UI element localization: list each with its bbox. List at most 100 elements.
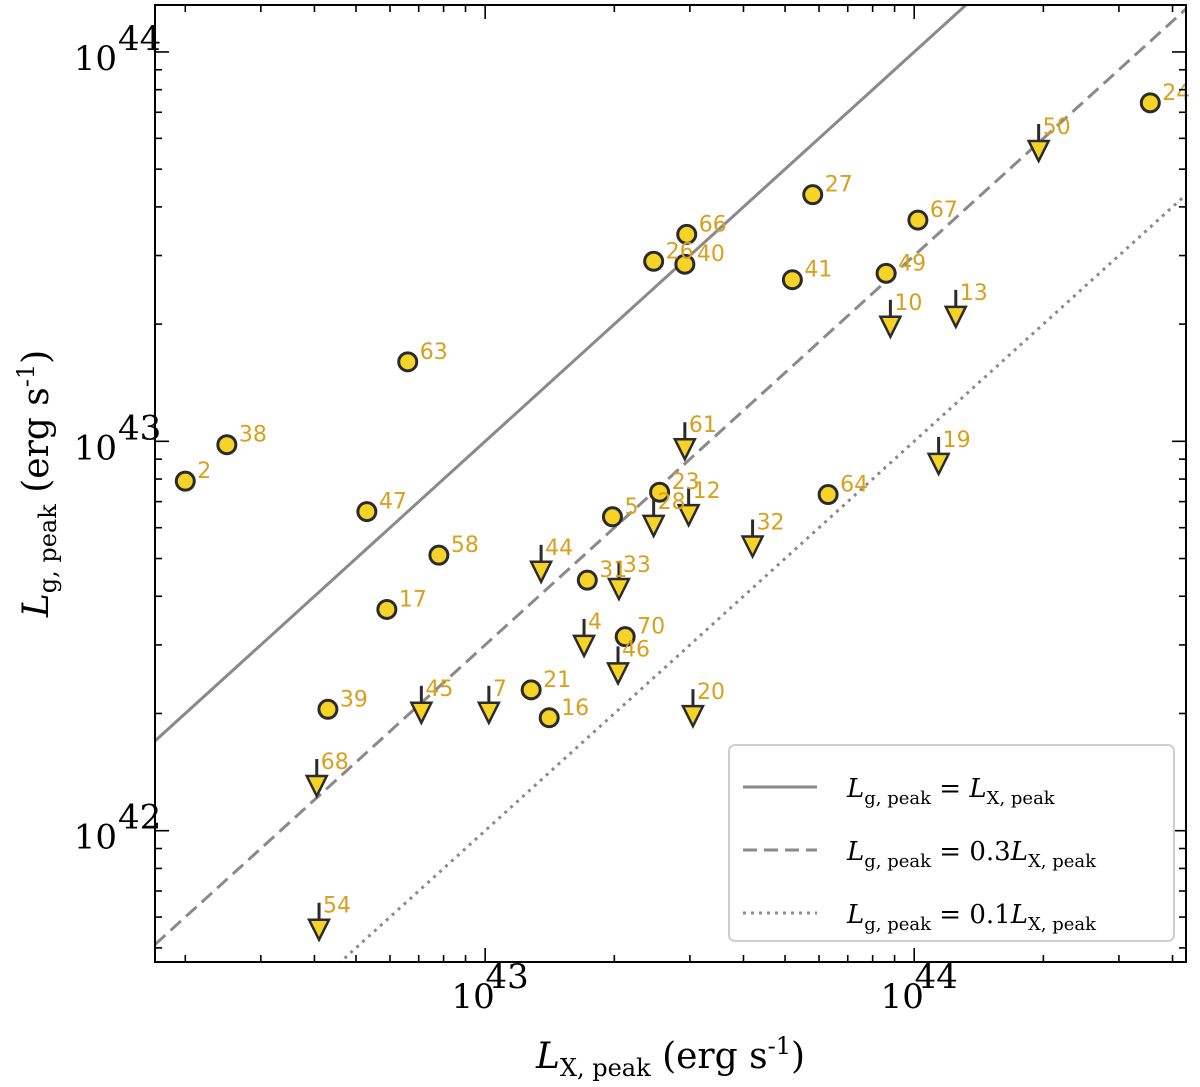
- detection-point-63: [397, 351, 419, 373]
- upper-limit-19: [926, 436, 951, 477]
- point-label-67: 67: [930, 198, 958, 223]
- point-label-40: 40: [697, 242, 725, 267]
- x-tick-exponent: 43: [486, 957, 529, 997]
- upper-limit-54: [307, 902, 332, 943]
- upper-limit-61: [672, 422, 697, 463]
- detection-point-31: [576, 569, 598, 591]
- detection-point-5: [601, 506, 623, 528]
- legend-box: [728, 744, 1175, 942]
- legend-label-3: Lg, peak = 0.1LX, peak: [846, 900, 1097, 935]
- detection-point-49: [875, 262, 897, 284]
- point-label-47: 47: [379, 490, 407, 515]
- detection-point-26: [643, 250, 665, 272]
- y-tick-exponent: 44: [118, 19, 161, 59]
- point-label-41: 41: [804, 258, 832, 283]
- detection-point-67: [907, 209, 929, 231]
- detection-point-16: [538, 707, 560, 729]
- point-label-50: 50: [1043, 115, 1071, 140]
- legend-label-2: Lg, peak = 0.3LX, peak: [846, 837, 1097, 872]
- upper-limit-46: [605, 646, 631, 687]
- detection-point-2: [174, 470, 196, 492]
- upper-limit-68: [304, 759, 329, 799]
- detection-point-17: [376, 598, 398, 620]
- point-label-19: 19: [943, 428, 971, 453]
- point-label-58: 58: [451, 533, 479, 558]
- data-points: [174, 92, 1161, 943]
- upper-limit-13: [943, 289, 968, 330]
- upper-limit-50: [1026, 123, 1051, 164]
- point-label-49: 49: [898, 251, 926, 276]
- upper-limit-44: [529, 544, 554, 585]
- upper-limit-28: [641, 498, 666, 539]
- point-label-21: 21: [543, 668, 571, 693]
- upper-limit-33: [606, 562, 631, 602]
- point-label-39: 39: [340, 687, 368, 712]
- x-tick-exponent: 44: [915, 957, 958, 997]
- point-label-17: 17: [399, 587, 427, 612]
- point-label-46: 46: [622, 637, 650, 662]
- upper-limit-20: [680, 689, 705, 729]
- point-label-5: 5: [624, 495, 638, 520]
- point-label-68: 68: [321, 750, 349, 775]
- point-label-61: 61: [689, 413, 717, 438]
- upper-limit-32: [740, 519, 765, 560]
- point-label-23: 23: [672, 470, 700, 495]
- detection-point-21: [520, 679, 542, 701]
- detection-point-58: [428, 544, 450, 566]
- y-tick-label: 10: [74, 39, 117, 79]
- detection-point-47: [356, 501, 378, 523]
- detection-point-70: [614, 626, 636, 648]
- point-label-31: 31: [599, 558, 627, 583]
- point-label-16: 16: [561, 696, 589, 721]
- point-label-45: 45: [425, 677, 453, 702]
- reference-line-2: [155, 7, 1186, 946]
- detection-point-24: [1139, 92, 1161, 114]
- reference-line-1: [155, 5, 969, 743]
- point-label-13: 13: [960, 281, 988, 306]
- point-label-38: 38: [239, 423, 267, 448]
- upper-limit-7: [476, 685, 501, 726]
- y-axis-title: Lg, peak (erg s-1): [12, 350, 62, 618]
- x-tick-label: 10: [452, 977, 495, 1017]
- y-tick-exponent: 43: [118, 408, 161, 448]
- detection-point-23: [649, 481, 671, 503]
- point-label-54: 54: [323, 894, 351, 919]
- point-label-28: 28: [658, 490, 686, 515]
- point-label-44: 44: [545, 536, 573, 561]
- point-label-33: 33: [623, 553, 651, 578]
- point-label-66: 66: [699, 212, 727, 237]
- point-label-2: 2: [197, 459, 211, 484]
- reference-line-3: [338, 193, 1186, 962]
- detection-point-38: [216, 434, 238, 456]
- point-label-70: 70: [637, 615, 665, 640]
- x-tick-label: 10: [881, 977, 924, 1017]
- detection-point-27: [802, 184, 824, 206]
- legend: Lg, peak = LX, peak Lg, peak = 0.3LX, pea…: [728, 744, 1175, 942]
- detection-point-66: [676, 223, 698, 245]
- upper-limit-10: [878, 299, 903, 340]
- point-label-63: 63: [420, 340, 448, 365]
- upper-limit-45: [409, 685, 434, 726]
- upper-limit-4: [572, 618, 597, 659]
- point-label-64: 64: [840, 473, 868, 498]
- point-label-7: 7: [493, 677, 507, 702]
- detection-point-64: [817, 484, 839, 506]
- detection-point-41: [781, 269, 803, 291]
- plot-frame: [154, 4, 1187, 963]
- point-label-27: 27: [825, 173, 853, 198]
- point-label-32: 32: [757, 511, 785, 536]
- x-axis-title: LX, peak (erg s-1): [535, 1032, 805, 1082]
- legend-label-1: Lg, peak = LX, peak: [846, 774, 1056, 809]
- reference-lines: [155, 5, 1186, 962]
- upper-limit-12: [676, 488, 701, 528]
- detection-point-39: [317, 698, 339, 720]
- point-label-4: 4: [588, 610, 602, 635]
- axis-ticks: [155, 5, 1186, 962]
- point-label-26: 26: [666, 239, 694, 264]
- detection-point-40: [674, 253, 696, 275]
- y-tick-exponent: 42: [118, 798, 161, 838]
- point-label-20: 20: [697, 680, 725, 705]
- y-tick-label: 10: [74, 428, 117, 468]
